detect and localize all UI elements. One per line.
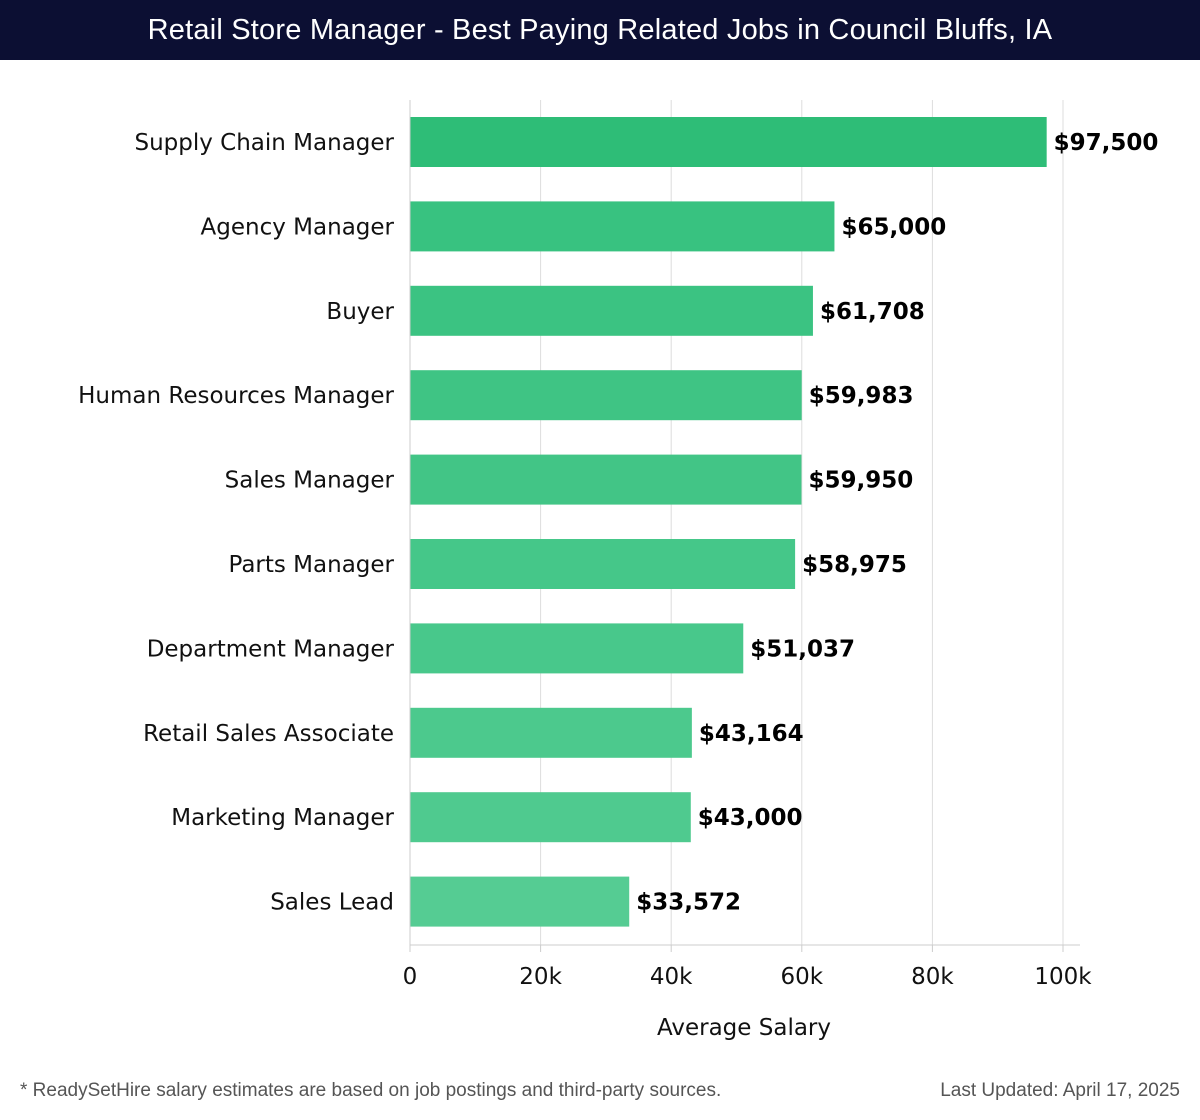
bar [410, 370, 802, 421]
last-updated: Last Updated: April 17, 2025 [940, 1080, 1180, 1101]
value-label: $61,708 [820, 299, 925, 325]
x-axis-title: Average Salary [657, 1015, 831, 1041]
bar [410, 539, 796, 589]
x-tick-label: 100k [1034, 964, 1092, 990]
value-label: $43,164 [699, 721, 804, 747]
value-label: $97,500 [1054, 130, 1159, 156]
category-label: Sales Manager [225, 468, 395, 494]
bar [410, 285, 813, 336]
x-tick-label: 20k [519, 964, 562, 990]
bars [410, 117, 1047, 927]
value-label: $59,950 [808, 468, 913, 494]
bar [410, 623, 744, 674]
chart-title: Retail Store Manager - Best Paying Relat… [0, 0, 1200, 60]
value-label: $58,975 [802, 552, 907, 578]
bar [410, 876, 630, 927]
value-label: $65,000 [841, 214, 946, 240]
value-label: $33,572 [636, 890, 741, 916]
bar-chart: Supply Chain Manager Agency Manager Buyer H… [78, 100, 1158, 1041]
footer-note: * ReadySetHire salary estimates are base… [20, 1080, 722, 1101]
bar [410, 117, 1047, 167]
x-tick-label: 60k [781, 964, 824, 990]
category-label: Retail Sales Associate [143, 721, 394, 747]
x-tick-label: 40k [650, 964, 693, 990]
x-tick-label: 80k [911, 964, 954, 990]
x-axis: 0 20k 40k 60k 80k 100k [403, 100, 1092, 990]
value-labels: $97,500 $65,000 $61,708 $59,983 $59,950 $58,9… [636, 130, 1158, 916]
category-label: Department Manager [147, 636, 395, 662]
bar [410, 707, 692, 758]
bar [410, 201, 835, 252]
value-label: $51,037 [750, 636, 855, 662]
bar [410, 792, 691, 843]
category-labels: Supply Chain Manager Agency Manager Buyer H… [78, 130, 394, 916]
x-tick-label: 0 [403, 964, 418, 990]
value-label: $43,000 [698, 805, 803, 831]
bar [410, 454, 802, 505]
value-label: $59,983 [809, 383, 914, 409]
category-label: Sales Lead [270, 890, 394, 916]
category-label: Agency Manager [201, 214, 395, 240]
category-label: Supply Chain Manager [134, 130, 394, 156]
category-label: Human Resources Manager [78, 383, 394, 409]
category-label: Marketing Manager [171, 805, 394, 831]
category-label: Parts Manager [228, 552, 394, 578]
category-label: Buyer [326, 299, 394, 325]
